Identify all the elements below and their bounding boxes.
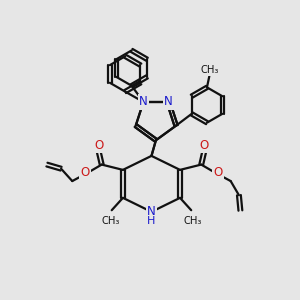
Text: N: N [164,95,173,108]
Text: O: O [94,139,104,152]
Text: O: O [213,166,222,179]
Text: CH₃: CH₃ [101,215,119,226]
Text: O: O [81,166,90,179]
Text: N: N [139,95,148,108]
Text: N: N [139,95,148,108]
Text: CH₃: CH₃ [184,215,202,226]
Text: N: N [164,95,173,108]
Text: O: O [200,139,209,152]
Text: CH₃: CH₃ [201,65,219,75]
Text: N: N [147,205,156,218]
Text: H: H [147,216,156,226]
